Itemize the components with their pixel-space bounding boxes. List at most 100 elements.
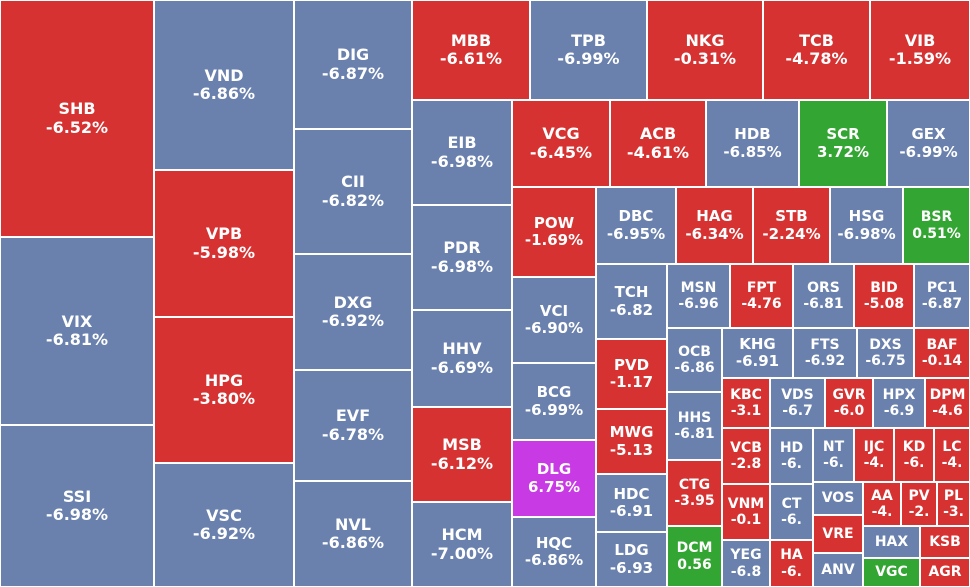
tile-hax[interactable]: HAX [863,526,920,558]
tile-hd[interactable]: HD -6. [770,428,813,484]
tile-pc1[interactable]: PC1 -6.87 [914,264,970,328]
tile-dlg[interactable]: DLG 6.75% [512,440,596,517]
tile-vre[interactable]: VRE [813,515,863,553]
tile-hpg[interactable]: HPG -3.80% [154,317,294,463]
tile-vpb[interactable]: VPB -5.98% [154,170,294,317]
percent-change: -6.87 [921,296,963,312]
tile-agr[interactable]: AGR [920,558,970,587]
tile-fts[interactable]: FTS -6.92 [793,328,857,378]
tile-baf[interactable]: BAF -0.14 [914,328,970,378]
tile-ha[interactable]: HA -6. [770,540,813,587]
ticker-symbol: DXG [333,292,373,312]
tile-acb[interactable]: ACB -4.61% [610,100,706,187]
tile-mwg[interactable]: MWG -5.13 [596,409,667,474]
ticker-symbol: ORS [807,279,840,296]
tile-vib[interactable]: VIB -1.59% [870,0,970,100]
tile-nkg[interactable]: NKG -0.31% [647,0,763,100]
tile-pow[interactable]: POW -1.69% [512,187,596,277]
tile-eib[interactable]: EIB -6.98% [412,100,512,205]
tile-hcm[interactable]: HCM -7.00% [412,502,512,587]
tile-evf[interactable]: EVF -6.78% [294,370,412,481]
tile-dig[interactable]: DIG -6.87% [294,0,412,129]
tile-hhs[interactable]: HHS -6.81 [667,392,722,460]
tile-dxg[interactable]: DXG -6.92% [294,254,412,370]
tile-vnd[interactable]: VND -6.86% [154,0,294,170]
tile-msn[interactable]: MSN -6.96 [667,264,730,328]
percent-change: -4. [941,455,963,471]
tile-hdc[interactable]: HDC -6.91 [596,474,667,532]
tile-vds[interactable]: VDS -6.7 [770,378,825,428]
percent-change: -6.81% [45,330,109,349]
tile-gex[interactable]: GEX -6.99% [887,100,970,187]
tile-gvr[interactable]: GVR -6.0 [825,378,873,428]
tile-scr[interactable]: SCR 3.72% [799,100,887,187]
tile-dpm[interactable]: DPM -4.6 [925,378,970,428]
tile-vci[interactable]: VCI -6.90% [512,277,596,363]
tile-ctg[interactable]: CTG -3.95 [667,460,722,526]
ticker-symbol: VSC [206,505,242,525]
percent-change: -6.92% [192,524,256,543]
percent-change: -6.86% [192,84,256,103]
tile-bid[interactable]: BID -5.08 [854,264,914,328]
tile-ksb[interactable]: KSB [920,526,970,558]
tile-vos[interactable]: VOS [813,482,863,515]
tile-ssi[interactable]: SSI -6.98% [0,425,154,587]
percent-change: -6.92 [804,353,846,369]
tile-vsc[interactable]: VSC -6.92% [154,463,294,587]
tile-vgc[interactable]: VGC [863,558,920,587]
tile-hpx[interactable]: HPX -6.9 [873,378,925,428]
tile-kd[interactable]: KD -6. [894,428,934,482]
tile-tch[interactable]: TCH -6.82 [596,264,667,339]
tile-pdr[interactable]: PDR -6.98% [412,205,512,310]
percent-change: -1.17 [609,373,654,391]
tile-tcb[interactable]: TCB -4.78% [763,0,870,100]
tile-msb[interactable]: MSB -6.12% [412,407,512,502]
tile-dbc[interactable]: DBC -6.95% [596,187,676,264]
tile-ldg[interactable]: LDG -6.93 [596,532,667,587]
ticker-symbol: LC [942,438,962,455]
tile-fpt[interactable]: FPT -4.76 [730,264,793,328]
tile-tpb[interactable]: TPB -6.99% [530,0,647,100]
tile-hqc[interactable]: HQC -6.86% [512,517,596,587]
ticker-symbol: VIX [61,311,93,331]
tile-dcm[interactable]: DCM 0.56 [667,526,722,587]
tile-hag[interactable]: HAG -6.34% [676,187,753,264]
tile-pv[interactable]: PV -2. [901,482,937,526]
tile-hdb[interactable]: HDB -6.85% [706,100,799,187]
tile-aa[interactable]: AA -4. [863,482,901,526]
ticker-symbol: KBC [730,386,762,403]
tile-yeg[interactable]: YEG -6.8 [722,540,770,587]
percent-change: -0.14 [921,353,963,369]
percent-change: -6. [823,455,844,471]
tile-pl[interactable]: PL -3. [937,482,970,526]
tile-khg[interactable]: KHG -6.91 [722,328,793,378]
tile-kbc[interactable]: KBC -3.1 [722,378,770,428]
tile-pvd[interactable]: PVD -1.17 [596,339,667,409]
tile-ocb[interactable]: OCB -6.86 [667,328,722,392]
tile-nt[interactable]: NT -6. [813,428,854,482]
tile-mbb[interactable]: MBB -6.61% [412,0,530,100]
tile-ct[interactable]: CT -6. [770,484,813,540]
tile-dxs[interactable]: DXS -6.75 [857,328,914,378]
tile-stb[interactable]: STB -2.24% [753,187,830,264]
tile-nvl[interactable]: NVL -6.86% [294,481,412,587]
tile-vix[interactable]: VIX -6.81% [0,237,154,425]
tile-ors[interactable]: ORS -6.81 [793,264,854,328]
tile-hhv[interactable]: HHV -6.69% [412,310,512,407]
tile-anv[interactable]: ANV [813,553,863,587]
tile-shb[interactable]: SHB -6.52% [0,0,154,237]
percent-change: -3. [943,504,964,520]
tile-hsg[interactable]: HSG -6.98% [830,187,903,264]
tile-vnm[interactable]: VNM -0.1 [722,484,770,540]
tile-lc[interactable]: LC -4. [934,428,970,482]
tile-vcb[interactable]: VCB -2.8 [722,428,770,484]
ticker-symbol: PVD [613,355,650,374]
percent-change: -6. [781,563,802,580]
ticker-symbol: TCB [799,30,834,50]
tile-vcg[interactable]: VCG -6.45% [512,100,610,187]
tile-ijc[interactable]: IJC -4. [854,428,894,482]
ticker-symbol: EIB [447,133,477,153]
tile-bsr[interactable]: BSR 0.51% [903,187,970,264]
tile-cii[interactable]: CII -6.82% [294,129,412,254]
tile-bcg[interactable]: BCG -6.99% [512,363,596,440]
